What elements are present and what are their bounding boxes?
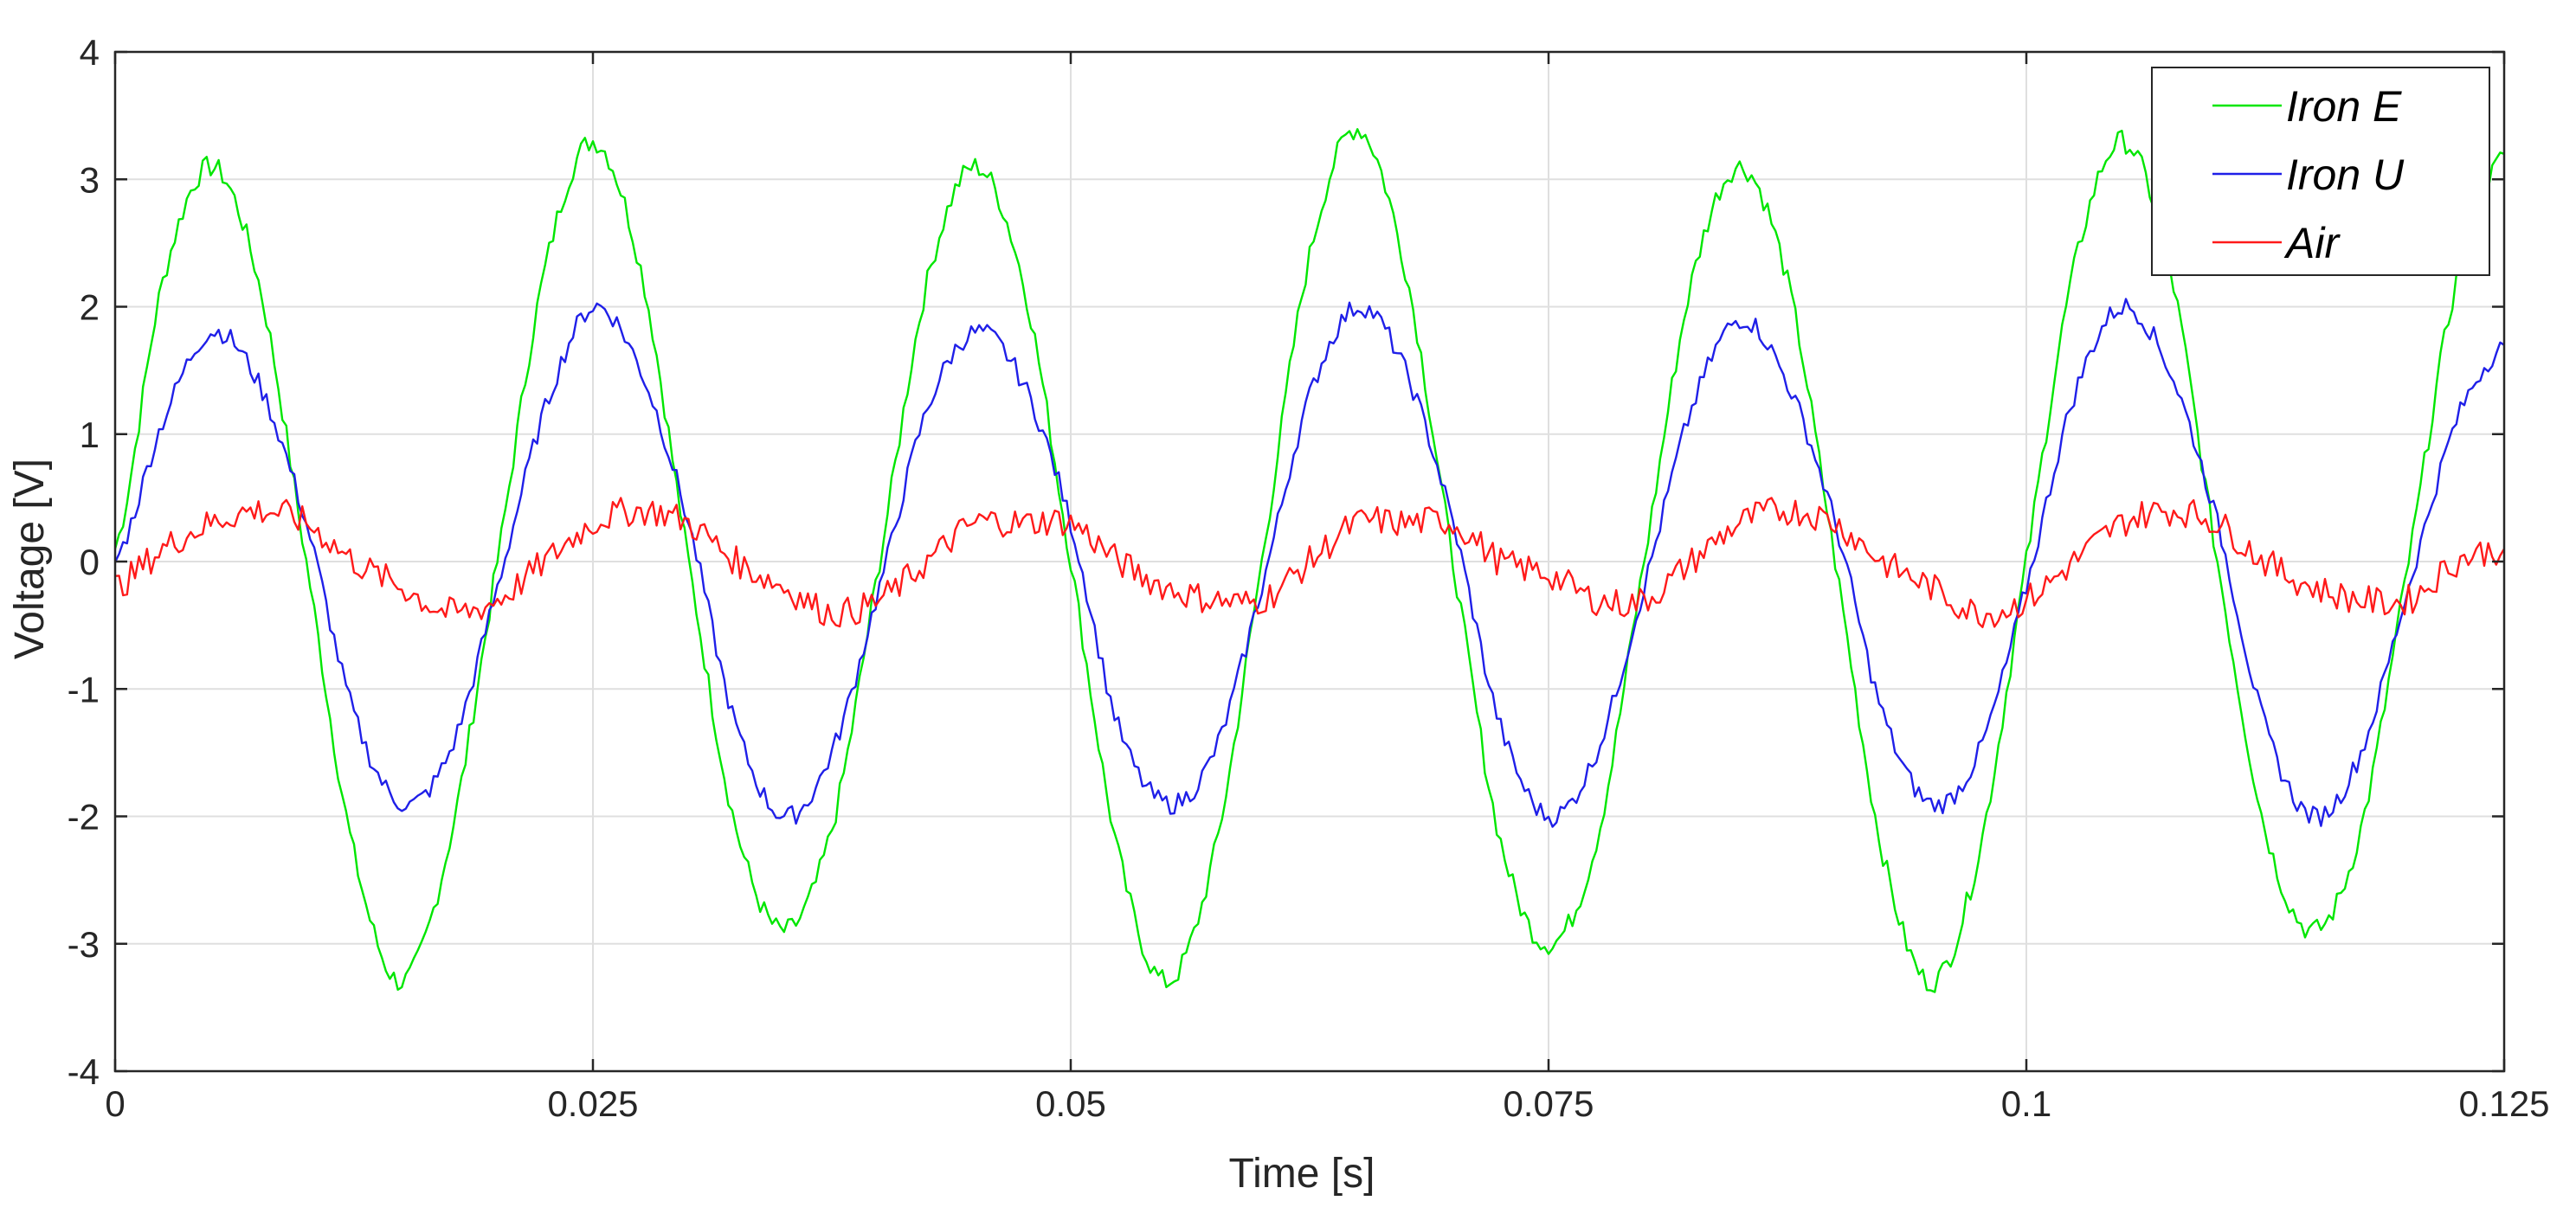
series-line-iron-u — [113, 298, 2505, 828]
legend-label-iron-u: Iron U — [2286, 151, 2405, 199]
axis-tick-labels: 0 0.025 0.05 0.075 0.1 0.125 -4 -3 -2 -1 0 1 2 3 4 — [68, 32, 2550, 1124]
axis-ticks — [113, 50, 2506, 1073]
x-tick-label: 0 — [105, 1083, 125, 1124]
x-tick-label: 0.025 — [547, 1083, 638, 1124]
y-tick-label: -4 — [68, 1051, 100, 1092]
legend-box — [2151, 67, 2490, 276]
legend-label-iron-e: Iron E — [2286, 82, 2402, 131]
legend: Iron E Iron U Air — [2151, 67, 2490, 276]
x-tick-label: 0.125 — [2458, 1083, 2549, 1124]
x-tick-label: 0.05 — [1035, 1083, 1106, 1124]
x-axis-label: Time [s] — [1229, 1151, 1375, 1197]
y-tick-label: -1 — [68, 669, 100, 710]
x-tick-label: 0.1 — [2001, 1083, 2051, 1124]
series-layer — [113, 128, 2506, 993]
y-tick-label: 0 — [80, 542, 100, 582]
grid-lines — [115, 52, 2504, 1071]
series-line-air — [114, 497, 2506, 628]
y-tick-label: -3 — [68, 924, 100, 965]
series-line-iron-e — [113, 128, 2505, 993]
y-tick-label: 2 — [80, 287, 100, 328]
y-tick-label: 3 — [80, 159, 100, 200]
x-tick-label: 0.075 — [1503, 1083, 1594, 1124]
y-axis-label: Voltage [V] — [7, 459, 53, 659]
y-tick-label: -2 — [68, 797, 100, 838]
y-tick-label: 4 — [80, 32, 100, 73]
y-tick-label: 1 — [80, 414, 100, 455]
legend-label-air: Air — [2283, 219, 2341, 267]
